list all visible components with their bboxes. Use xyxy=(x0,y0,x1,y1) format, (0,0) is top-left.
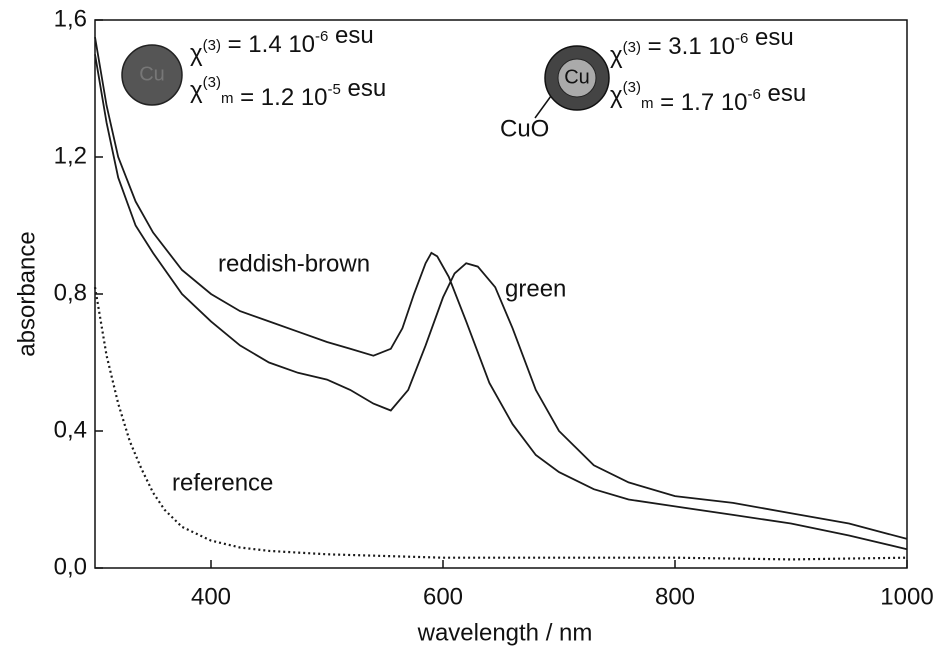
annotation-part: = 1.4 10 xyxy=(221,31,315,58)
annotation-sup: (3) xyxy=(203,74,221,91)
annotation-part: = 3.1 10 xyxy=(641,33,735,60)
series-label: green xyxy=(505,275,566,302)
annotation-text: χ(3)m = 1.7 10-6 esu xyxy=(610,79,806,116)
annotation-text: χ(3) = 3.1 10-6 esu xyxy=(610,24,794,69)
particle-label: Cu xyxy=(564,66,590,88)
series-label: reddish-brown xyxy=(218,250,370,277)
x-tick-label: 800 xyxy=(655,583,695,610)
y-tick-label: 1,2 xyxy=(54,142,87,169)
x-tick-label: 400 xyxy=(191,583,231,610)
annotation-sub: m xyxy=(641,95,654,112)
y-tick-label: 1,6 xyxy=(54,5,87,32)
shell-pointer xyxy=(534,95,552,119)
x-tick-label: 600 xyxy=(423,583,463,610)
annotation-part: esu xyxy=(341,75,386,102)
particle-label: Cu xyxy=(139,63,165,85)
particle xyxy=(121,44,183,106)
annotation-sup: (3) xyxy=(203,37,221,54)
annotation-part: esu xyxy=(328,22,373,49)
series-line xyxy=(94,54,908,540)
x-tick-label: 1000 xyxy=(880,583,933,610)
shell-label: CuO xyxy=(500,115,549,142)
annotation-sup: -6 xyxy=(735,30,748,47)
annotation-part: χ xyxy=(190,40,203,67)
y-tick-label: 0,0 xyxy=(54,553,87,580)
particle-core xyxy=(557,58,597,98)
y-axis-label: absorbance xyxy=(13,231,40,356)
annotation-part: = 1.2 10 xyxy=(233,84,327,111)
annotation-sup: -6 xyxy=(748,86,761,103)
annotation-sup: -5 xyxy=(328,81,341,98)
annotation-sup: (3) xyxy=(623,39,641,56)
series-label: reference xyxy=(172,469,273,496)
series-line xyxy=(93,287,908,561)
annotation-part: χ xyxy=(610,82,623,109)
series-line xyxy=(94,36,908,551)
annotation-text: χ(3) = 1.4 10-6 esu xyxy=(190,22,374,67)
y-tick-label: 0,8 xyxy=(54,279,87,306)
annotation-text: χ(3)m = 1.2 10-5 esu xyxy=(190,74,386,111)
annotation-part: = 1.7 10 xyxy=(653,89,747,116)
annotation-sup: -6 xyxy=(315,28,328,45)
y-tick-label: 0,4 xyxy=(54,416,87,443)
x-axis-label: wavelength / nm xyxy=(417,619,593,646)
annotation-part: χ xyxy=(610,42,623,69)
annotation-part: esu xyxy=(748,24,793,51)
annotation-sup: (3) xyxy=(623,79,641,96)
annotation-sub: m xyxy=(221,90,234,107)
annotation-part: χ xyxy=(190,77,203,104)
annotation-part: esu xyxy=(761,80,806,107)
